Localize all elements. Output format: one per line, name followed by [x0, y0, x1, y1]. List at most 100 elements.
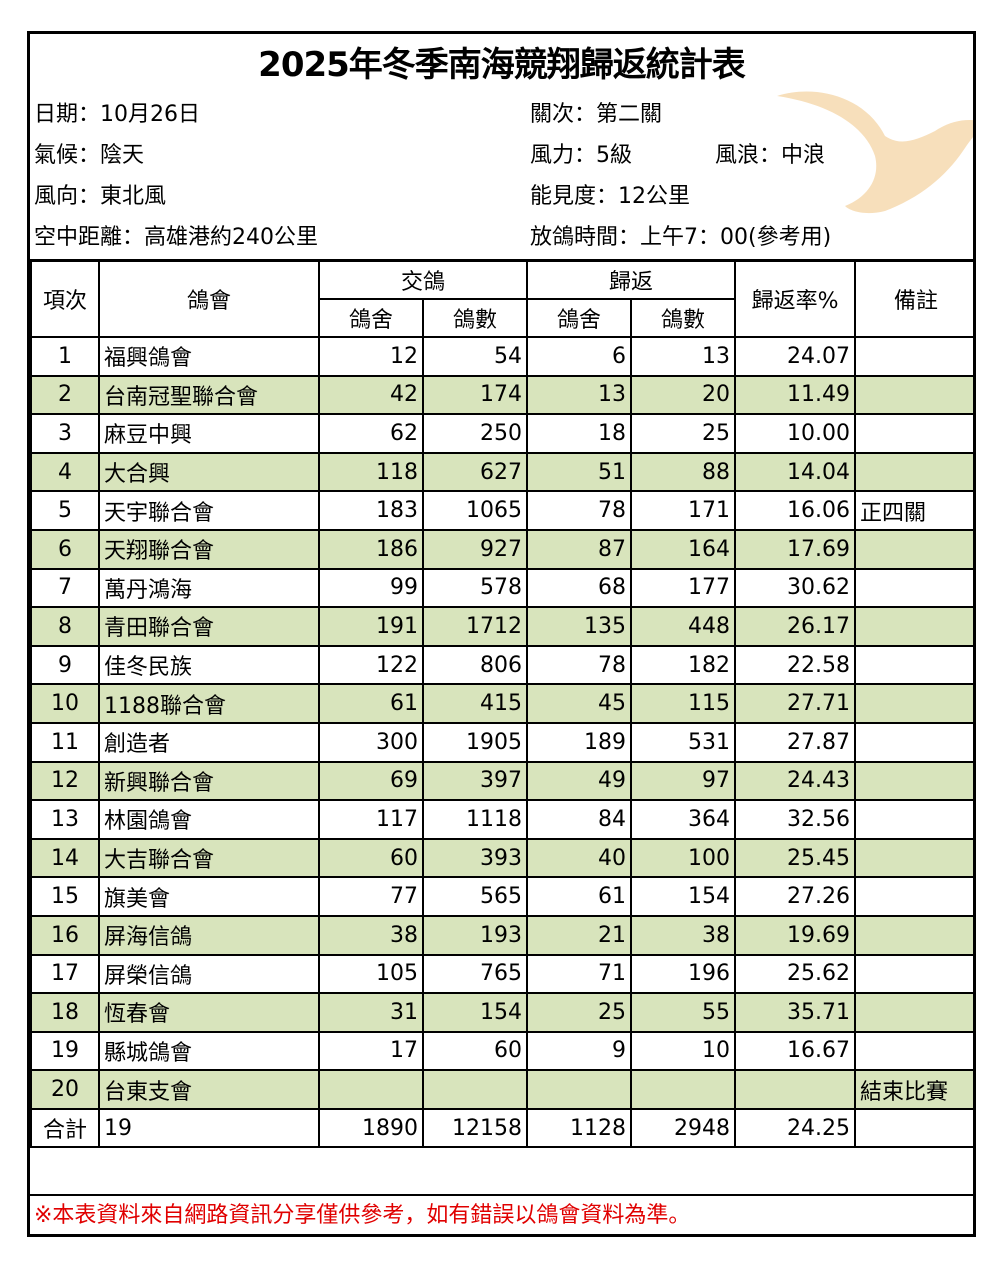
- returned-birds: 100: [630, 837, 737, 879]
- row-index: 11: [30, 721, 100, 763]
- total-remark: [854, 1107, 973, 1149]
- info-release-time: 放鴿時間：上午7：00(參考用): [530, 225, 832, 250]
- header-rate: 歸返率%: [734, 259, 857, 338]
- total-returned-birds: 2948: [630, 1107, 737, 1149]
- returned-birds: 10: [630, 1030, 737, 1072]
- remark: [854, 953, 973, 995]
- returned-birds: 13: [630, 336, 737, 377]
- return-rate: 25.62: [734, 953, 857, 995]
- entered-lofts: 117: [318, 799, 424, 840]
- table-row: 18 恆春會 31 154 25 55 35.71: [30, 992, 973, 1033]
- return-rate: 19.69: [734, 914, 857, 956]
- total-entered-lofts: 1890: [318, 1107, 424, 1149]
- entered-birds: 60: [421, 1030, 529, 1072]
- entered-birds: 250: [421, 413, 529, 454]
- returned-birds: 20: [630, 374, 737, 416]
- club-name: 天宇聯合會: [98, 490, 320, 531]
- entered-birds: 765: [421, 953, 529, 995]
- club-name: 恆春會: [98, 992, 320, 1033]
- return-rate: 11.49: [734, 374, 857, 416]
- remark: 結束比賽: [854, 1069, 973, 1110]
- row-index: 4: [30, 451, 100, 493]
- total-label: 合計: [30, 1107, 100, 1149]
- returned-lofts: 49: [526, 760, 633, 802]
- row-index: 19: [30, 1030, 100, 1072]
- return-rate: 26.17: [734, 606, 857, 647]
- returned-birds: 177: [630, 567, 737, 609]
- entered-birds: 154: [421, 992, 529, 1033]
- club-name: 台東支會: [98, 1069, 320, 1110]
- header-returned-birds: 鴿數: [630, 298, 737, 338]
- entered-birds: 1905: [421, 721, 529, 763]
- returned-lofts: 51: [526, 451, 633, 493]
- table-row: 3 麻豆中興 62 250 18 25 10.00: [30, 413, 973, 454]
- return-rate: 24.07: [734, 336, 857, 377]
- row-index: 13: [30, 799, 100, 840]
- table-row: 20 台東支會 結束比賽: [30, 1069, 973, 1110]
- entered-birds: [421, 1069, 529, 1110]
- total-row: 合計 19 1890 12158 1128 2948 24.25: [30, 1107, 973, 1149]
- row-index: 6: [30, 528, 100, 570]
- table-row: 5 天宇聯合會 183 1065 78 171 16.06 正四關: [30, 490, 973, 531]
- returned-birds: 55: [630, 992, 737, 1033]
- returned-birds: 25: [630, 413, 737, 454]
- returned-birds: 38: [630, 914, 737, 956]
- returned-lofts: 61: [526, 876, 633, 917]
- remark: [854, 567, 973, 609]
- info-weather: 氣候：陰天: [34, 143, 145, 168]
- returned-lofts: 9: [526, 1030, 633, 1072]
- row-index: 15: [30, 876, 100, 917]
- club-name: 台南冠聖聯合會: [98, 374, 320, 416]
- remark: [854, 799, 973, 840]
- table-body: 1 福興鴿會 12 54 6 13 24.07 2 台南冠聖聯合會 42 174 13 20 11.49 3…: [30, 336, 973, 1149]
- entered-birds: 927: [421, 528, 529, 570]
- remark: [854, 413, 973, 454]
- remark: [854, 721, 973, 763]
- return-rate: 16.06: [734, 490, 857, 531]
- returned-lofts: 71: [526, 953, 633, 995]
- table-row: 9 佳冬民族 122 806 78 182 22.58: [30, 644, 973, 686]
- return-rate: 32.56: [734, 799, 857, 840]
- total-returned-lofts: 1128: [526, 1107, 633, 1149]
- total-club-count: 19: [98, 1107, 320, 1149]
- table-row: 1 福興鴿會 12 54 6 13 24.07: [30, 336, 973, 377]
- club-name: 縣城鴿會: [98, 1030, 320, 1072]
- returned-lofts: 87: [526, 528, 633, 570]
- table-row: 7 萬丹鴻海 99 578 68 177 30.62: [30, 567, 973, 609]
- table-row: 14 大吉聯合會 60 393 40 100 25.45: [30, 837, 973, 879]
- returned-birds: 88: [630, 451, 737, 493]
- dove-icon: [777, 91, 973, 214]
- remark: [854, 374, 973, 416]
- returned-birds: 182: [630, 644, 737, 686]
- info-stage: 關次：第二關: [530, 102, 663, 127]
- club-name: 林園鴿會: [98, 799, 320, 840]
- club-name: 麻豆中興: [98, 413, 320, 454]
- return-rate: 25.45: [734, 837, 857, 879]
- info-waves: 風浪：中浪: [715, 143, 826, 168]
- row-index: 20: [30, 1069, 100, 1110]
- returned-birds: 164: [630, 528, 737, 570]
- remark: [854, 992, 973, 1033]
- row-index: 3: [30, 413, 100, 454]
- club-name: 大合興: [98, 451, 320, 493]
- return-rate: 22.58: [734, 644, 857, 686]
- club-name: 大吉聯合會: [98, 837, 320, 879]
- header-returned-lofts: 鴿舍: [526, 298, 633, 338]
- info-distance: 空中距離：高雄港約240公里: [34, 225, 318, 250]
- return-rate: 35.71: [734, 992, 857, 1033]
- entered-birds: 397: [421, 760, 529, 802]
- returned-lofts: 25: [526, 992, 633, 1033]
- entered-lofts: 300: [318, 721, 424, 763]
- header-remarks: 備註: [854, 259, 973, 338]
- entered-lofts: 17: [318, 1030, 424, 1072]
- table-row: 10 1188聯合會 61 415 45 115 27.71: [30, 683, 973, 724]
- return-rate: 27.71: [734, 683, 857, 724]
- table-row: 11 創造者 300 1905 189 531 27.87: [30, 721, 973, 763]
- header-index: 項次: [30, 259, 100, 338]
- entered-lofts: 12: [318, 336, 424, 377]
- club-name: 萬丹鴻海: [98, 567, 320, 609]
- row-index: 8: [30, 606, 100, 647]
- row-index: 9: [30, 644, 100, 686]
- return-rate: 30.62: [734, 567, 857, 609]
- returned-birds: 154: [630, 876, 737, 917]
